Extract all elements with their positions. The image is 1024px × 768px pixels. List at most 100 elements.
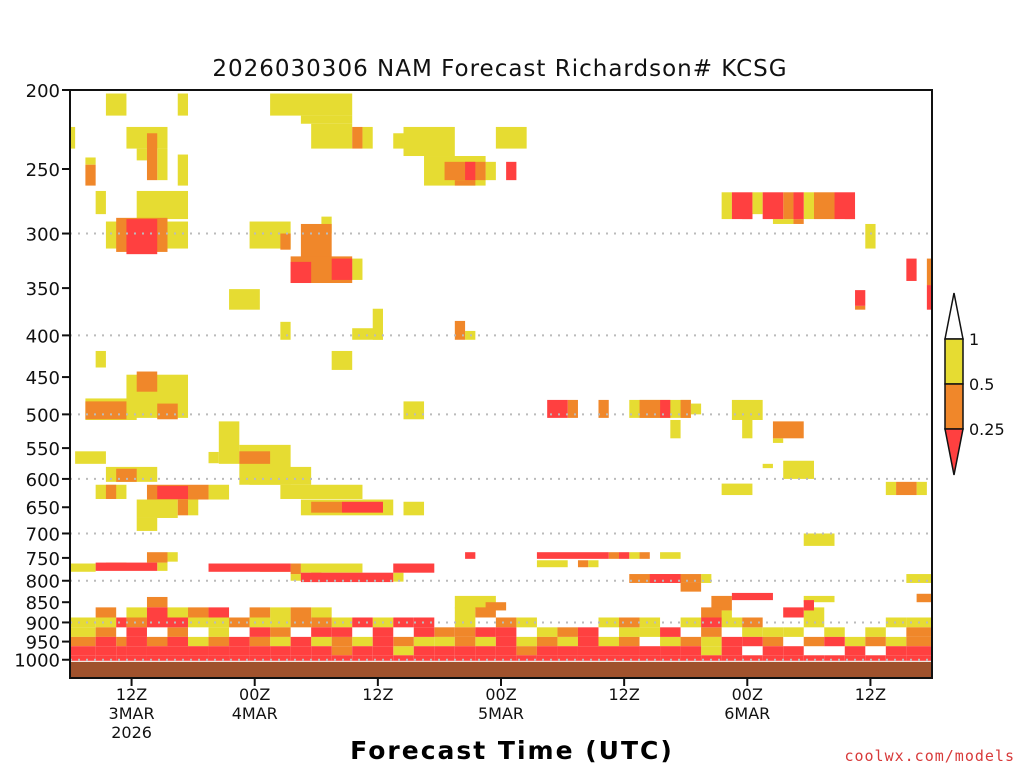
heatmap-cell: [229, 636, 250, 647]
heatmap-cell: [608, 552, 620, 559]
legend-label: 1: [969, 330, 979, 349]
heatmap-cell: [70, 636, 96, 647]
heatmap-cell: [577, 655, 599, 661]
heatmap-cell: [116, 617, 127, 628]
heatmap-cell: [639, 646, 661, 656]
heatmap-cell: [495, 627, 517, 637]
heatmap-cell: [136, 371, 158, 392]
heatmap-cell: [280, 233, 291, 250]
heatmap-cell: [742, 627, 763, 637]
heatmap-cell: [146, 655, 168, 661]
heatmap-cell: [229, 655, 250, 661]
heatmap-cell: [506, 161, 517, 181]
heatmap-cell: [146, 552, 168, 563]
heatmap-cell: [352, 258, 363, 280]
legend-label: 0.25: [969, 420, 1005, 439]
heatmap-cell: [136, 148, 147, 161]
heatmap-cell: [516, 655, 537, 661]
heatmap-cell: [249, 607, 271, 618]
heatmap-cell: [680, 646, 702, 656]
heatmap-cell: [208, 563, 291, 572]
heatmap-cell: [126, 219, 158, 255]
heatmap-cell: [300, 115, 353, 124]
heatmap-cell: [85, 164, 96, 186]
heatmap-cell: [70, 563, 96, 572]
heatmap-cell: [311, 655, 332, 661]
heatmap-cell: [701, 574, 712, 583]
heatmap-cell: [865, 627, 886, 637]
heatmap-cell: [95, 627, 117, 637]
heatmap-cell: [372, 308, 383, 340]
heatmap-cell: [95, 607, 117, 618]
y-tick-label: 950: [26, 633, 60, 654]
heatmap-cell: [865, 655, 886, 661]
heatmap-cell: [701, 636, 722, 647]
heatmap-cell: [803, 607, 825, 618]
heatmap-cell: [311, 617, 332, 628]
heatmap-cell: [167, 617, 189, 628]
heatmap-cell: [475, 655, 496, 661]
heatmap-cell: [906, 646, 932, 656]
heatmap-cell: [629, 552, 640, 559]
heatmap-cell: [567, 399, 578, 418]
heatmap-cell: [793, 192, 804, 220]
heatmap-cell: [331, 627, 353, 637]
heatmap-cell: [475, 646, 496, 656]
y-tick-label: 500: [26, 405, 60, 426]
heatmap-cell: [105, 93, 127, 116]
y-tick-label: 1000: [14, 651, 60, 672]
heatmap-cell: [95, 617, 117, 628]
heatmap-cell: [475, 636, 496, 647]
heatmap-cell: [752, 192, 763, 215]
heatmap-cell: [146, 636, 168, 647]
heatmap-cell: [485, 161, 496, 181]
credit-link[interactable]: coolwx.com/models: [844, 747, 1015, 765]
heatmap-cell: [762, 646, 784, 656]
heatmap-cell: [639, 552, 650, 559]
heatmap-cell: [249, 627, 271, 637]
heatmap-cell: [701, 646, 722, 656]
heatmap-cell: [660, 399, 671, 418]
heatmap-cell: [249, 655, 271, 661]
heatmap-cell: [465, 161, 476, 181]
heatmap-cell: [352, 636, 373, 647]
heatmap-cell: [311, 636, 332, 647]
heatmap-cell: [311, 501, 342, 513]
heatmap-cell: [783, 627, 804, 637]
heatmap-cell: [577, 636, 599, 647]
heatmap-cell: [598, 655, 620, 661]
legend-swatch-red: [944, 428, 964, 476]
y-tick-label: 550: [26, 439, 60, 460]
x-tick-label: 12Z: [362, 685, 393, 704]
heatmap-cell: [331, 646, 353, 656]
heatmap-cell: [393, 563, 435, 573]
heatmap-cell: [680, 399, 691, 418]
y-tick-label: 350: [26, 279, 60, 300]
heatmap-cell: [485, 602, 507, 611]
heatmap-cell: [834, 192, 856, 220]
heatmap-cell: [177, 499, 189, 516]
heatmap-cell: [619, 552, 630, 559]
heatmap-cell: [844, 646, 866, 656]
heatmap-cell: [146, 646, 168, 656]
heatmap-cell: [157, 562, 168, 571]
heatmap-cell: [331, 636, 353, 647]
heatmap-cell: [270, 646, 291, 656]
heatmap-cell: [177, 93, 189, 116]
heatmap-cell: [208, 646, 230, 656]
heatmap-cell: [813, 192, 835, 220]
heatmap-cell: [136, 499, 178, 518]
heatmap-cell: [434, 655, 455, 661]
heatmap-cell: [721, 192, 732, 220]
heatmap-cell: [454, 180, 476, 186]
heatmap-cell: [434, 646, 455, 656]
heatmap-cell: [126, 607, 147, 618]
color-legend: 1 0.5 0.25: [944, 292, 1005, 476]
heatmap-cell: [690, 403, 702, 415]
heatmap-cell: [885, 617, 907, 628]
heatmap-cell: [413, 655, 435, 661]
heatmap-cell: [536, 560, 568, 568]
heatmap-cell: [300, 563, 363, 573]
heatmap-cell: [290, 636, 312, 647]
